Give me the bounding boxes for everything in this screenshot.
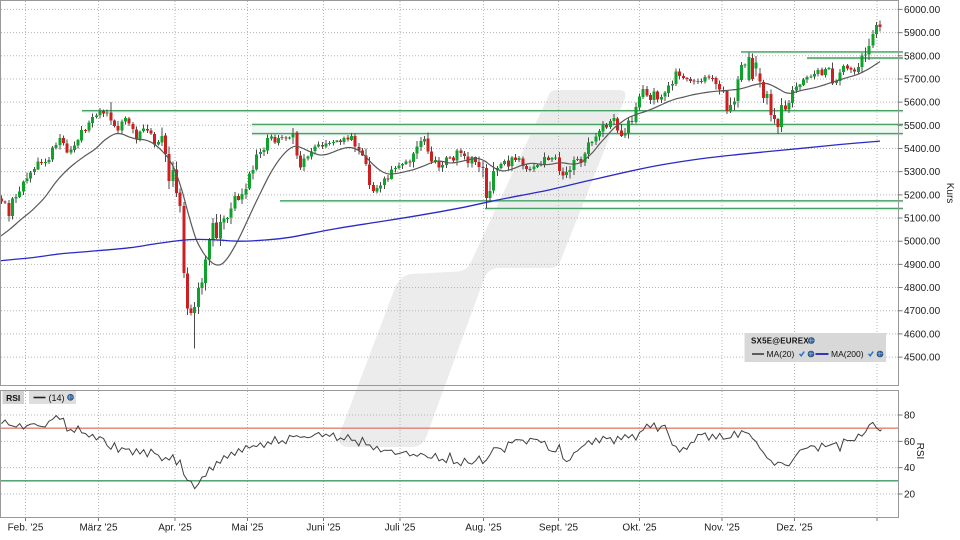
svg-text:März '25: März '25 [79,523,117,534]
svg-text:Dez. '25: Dez. '25 [776,523,813,534]
svg-text:5600.00: 5600.00 [904,98,941,109]
svg-text:Kurs: Kurs [944,183,955,204]
svg-text:60: 60 [904,437,916,448]
svg-text:5200.00: 5200.00 [904,190,941,201]
svg-text:4900.00: 4900.00 [904,260,941,271]
svg-text:5300.00: 5300.00 [904,167,941,178]
svg-text:80: 80 [904,411,916,422]
svg-text:4500.00: 4500.00 [904,353,941,364]
svg-text:Feb. '25: Feb. '25 [8,523,44,534]
svg-text:Aug. '25: Aug. '25 [465,523,502,534]
svg-text:4800.00: 4800.00 [904,283,941,294]
svg-text:Nov. '25: Nov. '25 [704,523,740,534]
svg-text:5500.00: 5500.00 [904,121,941,132]
svg-text:5800.00: 5800.00 [904,51,941,62]
svg-text:6000.00: 6000.00 [904,5,941,16]
svg-text:MA(200): MA(200) [831,349,864,359]
svg-text:Sept. '25: Sept. '25 [539,523,579,534]
svg-text:RSI: RSI [6,393,20,403]
svg-text:MA(20): MA(20) [767,349,795,359]
svg-text:5100.00: 5100.00 [904,214,941,225]
svg-text:(14): (14) [49,393,65,403]
svg-text:Mai '25: Mai '25 [232,523,264,534]
svg-text:5700.00: 5700.00 [904,74,941,85]
svg-text:Juli '25: Juli '25 [385,523,416,534]
svg-text:RSI: RSI [914,443,925,460]
svg-text:SX5E@EUREX: SX5E@EUREX [751,337,809,346]
svg-text:Okt. '25: Okt. '25 [622,523,657,534]
svg-text:5900.00: 5900.00 [904,28,941,39]
svg-text:20: 20 [904,489,916,500]
svg-text:4700.00: 4700.00 [904,306,941,317]
svg-text:Juni '25: Juni '25 [306,523,341,534]
svg-text:40: 40 [904,463,916,474]
svg-text:5000.00: 5000.00 [904,237,941,248]
svg-text:4600.00: 4600.00 [904,329,941,340]
svg-text:5400.00: 5400.00 [904,144,941,155]
svg-text:Apr. '25: Apr. '25 [158,523,192,534]
